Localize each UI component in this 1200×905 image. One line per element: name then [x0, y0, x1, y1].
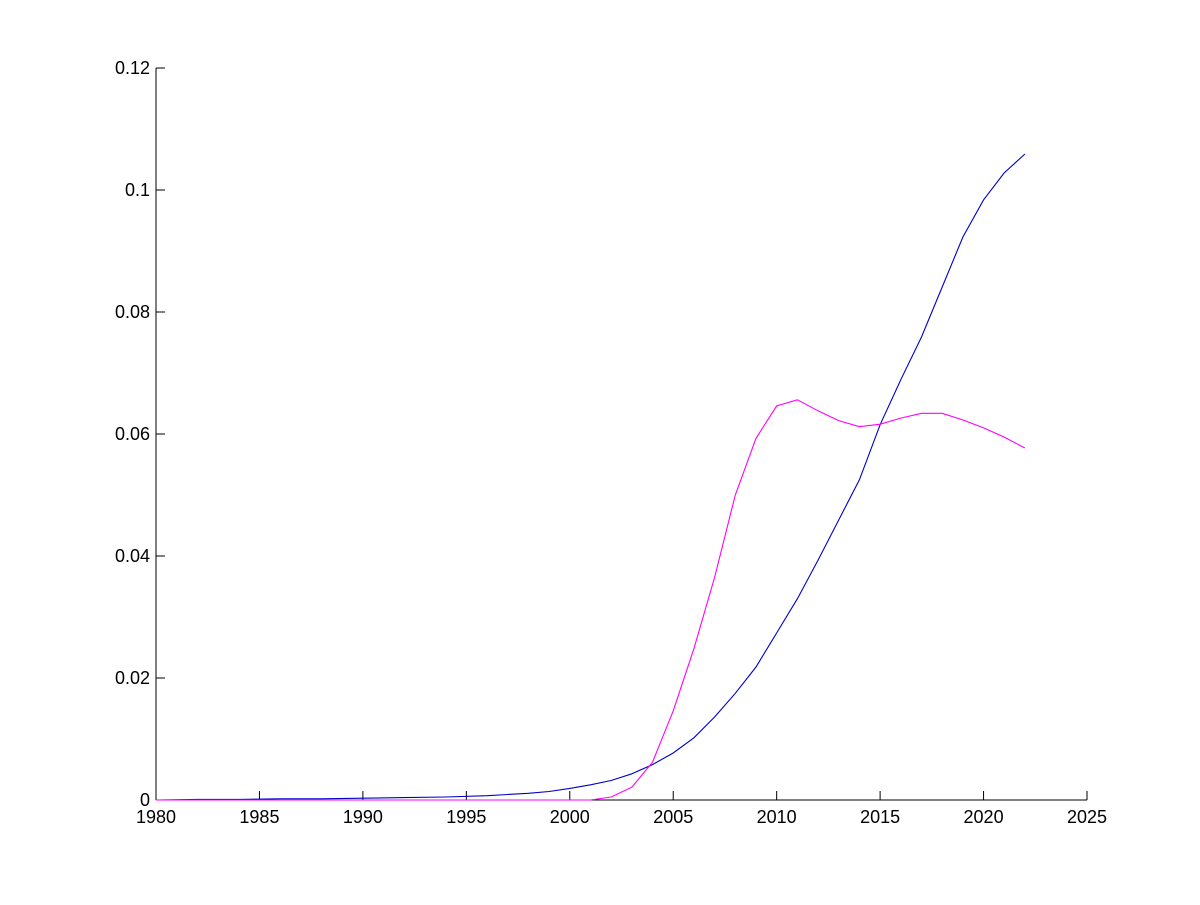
series-line-2 — [156, 399, 1026, 801]
x-tick-label: 2005 — [653, 807, 693, 827]
y-tick-label: 0.1 — [125, 180, 150, 200]
axes: 1980 1985 1990 1995 2000 2005 2010 2015 2020 2025… — [115, 58, 1107, 827]
series-line-1 — [155, 153, 1026, 801]
x-tick-label: 2010 — [757, 807, 797, 827]
x-tick-label: 1980 — [136, 807, 176, 827]
x-tick-label: 1985 — [239, 807, 279, 827]
y-tick-label: 0.02 — [115, 668, 150, 688]
y-tick-label: 0.06 — [115, 424, 150, 444]
x-tick-label: 2000 — [550, 807, 590, 827]
y-tick-label: 0 — [140, 790, 150, 810]
y-tick-label: 0.12 — [115, 58, 150, 78]
x-tick-label: 2025 — [1067, 807, 1107, 827]
series-lines — [155, 153, 1026, 801]
y-tick-label: 0.08 — [115, 302, 150, 322]
x-tick-label: 2020 — [964, 807, 1004, 827]
y-tick-label: 0.04 — [115, 546, 150, 566]
x-tick-label: 2015 — [860, 807, 900, 827]
x-tick-label: 1995 — [446, 807, 486, 827]
x-tick-label: 1990 — [343, 807, 383, 827]
